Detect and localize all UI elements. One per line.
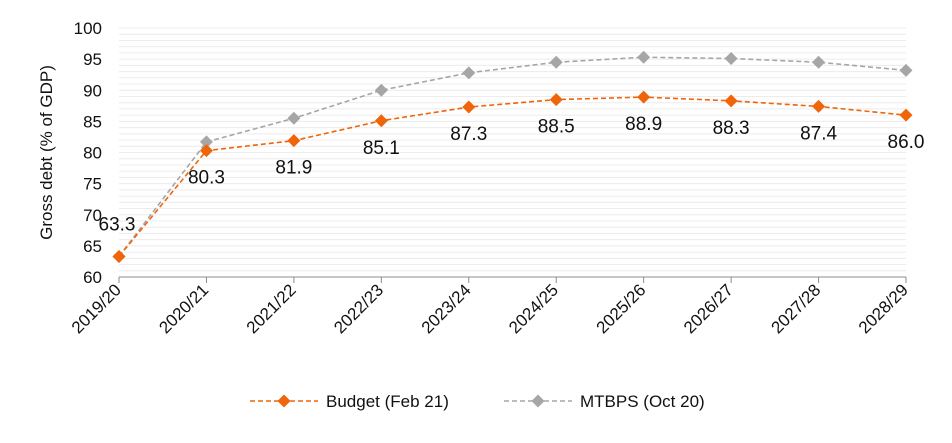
data-label: 81.9 xyxy=(275,158,312,179)
x-tick-label: 2019/20 xyxy=(68,280,125,337)
x-tick-label: 2023/24 xyxy=(418,280,475,337)
x-tick-label: 2020/21 xyxy=(155,280,212,337)
legend-label-1: MTBPS (Oct 20) xyxy=(580,392,705,411)
series-point-0 xyxy=(812,99,826,113)
data-labels: 63.3 80.3 81.9 85.1 87.3 88.5 88.9 88.3 87.4 86.0 xyxy=(99,114,925,235)
series-point-1 xyxy=(199,135,213,149)
y-tick-label: 95 xyxy=(83,50,102,69)
series-point-0 xyxy=(462,100,476,114)
series-point-1 xyxy=(899,63,913,77)
y-axis-title: Gross debt (% of GDP) xyxy=(37,65,56,240)
series-point-0 xyxy=(374,114,388,128)
legend-marker-1 xyxy=(531,394,545,408)
data-label: 87.4 xyxy=(800,123,837,144)
data-label: 88.3 xyxy=(713,118,750,139)
series-point-0 xyxy=(637,90,651,104)
y-tick-label: 60 xyxy=(83,268,102,287)
series-point-1 xyxy=(462,66,476,80)
series-point-0 xyxy=(899,108,913,122)
data-label: 88.9 xyxy=(625,114,662,135)
y-tick-label: 65 xyxy=(83,237,102,256)
y-tick-label: 85 xyxy=(83,112,102,131)
series-point-0 xyxy=(724,94,738,108)
series-point-0 xyxy=(199,144,213,158)
y-tick-label: 100 xyxy=(74,19,102,38)
x-tick-label: 2025/26 xyxy=(593,280,650,337)
series-point-1 xyxy=(374,83,388,97)
series-point-1 xyxy=(549,55,563,69)
x-tick-label: 2027/28 xyxy=(767,280,824,337)
data-label: 88.5 xyxy=(538,117,575,138)
series-line-1 xyxy=(118,56,907,257)
data-label: 87.3 xyxy=(450,124,487,145)
x-tick-label: 2024/25 xyxy=(505,280,562,337)
data-label: 63.3 xyxy=(99,214,136,235)
y-tick-label: 90 xyxy=(83,81,102,100)
x-tick-label: 2028/29 xyxy=(855,280,912,337)
series-point-1 xyxy=(724,52,738,66)
data-label: 86.0 xyxy=(888,132,925,153)
series-point-0 xyxy=(549,93,563,107)
legend: Budget (Feb 21) MTBPS (Oct 20) xyxy=(250,392,705,411)
data-label: 80.3 xyxy=(188,168,225,189)
y-tick-label: 70 xyxy=(83,206,102,225)
y-tick-label: 80 xyxy=(83,144,102,163)
gridlines xyxy=(119,27,906,272)
x-tick-label: 2021/22 xyxy=(243,280,300,337)
legend-marker-0 xyxy=(277,394,291,408)
series-point-1 xyxy=(287,111,301,125)
x-tick-label: 2026/27 xyxy=(680,280,737,337)
series-point-0 xyxy=(287,134,301,148)
series-layer xyxy=(112,50,913,263)
data-label: 85.1 xyxy=(363,138,400,159)
axes: 60 65 70 75 80 85 90 95 100 2019/20 2020/21 2021/22… xyxy=(37,19,912,337)
x-tick-label: 2022/23 xyxy=(330,280,387,337)
series-point-1 xyxy=(637,50,651,64)
y-tick-label: 75 xyxy=(83,175,102,194)
series-point-0 xyxy=(112,249,126,263)
series-point-1 xyxy=(812,55,826,69)
legend-label-0: Budget (Feb 21) xyxy=(326,392,449,411)
